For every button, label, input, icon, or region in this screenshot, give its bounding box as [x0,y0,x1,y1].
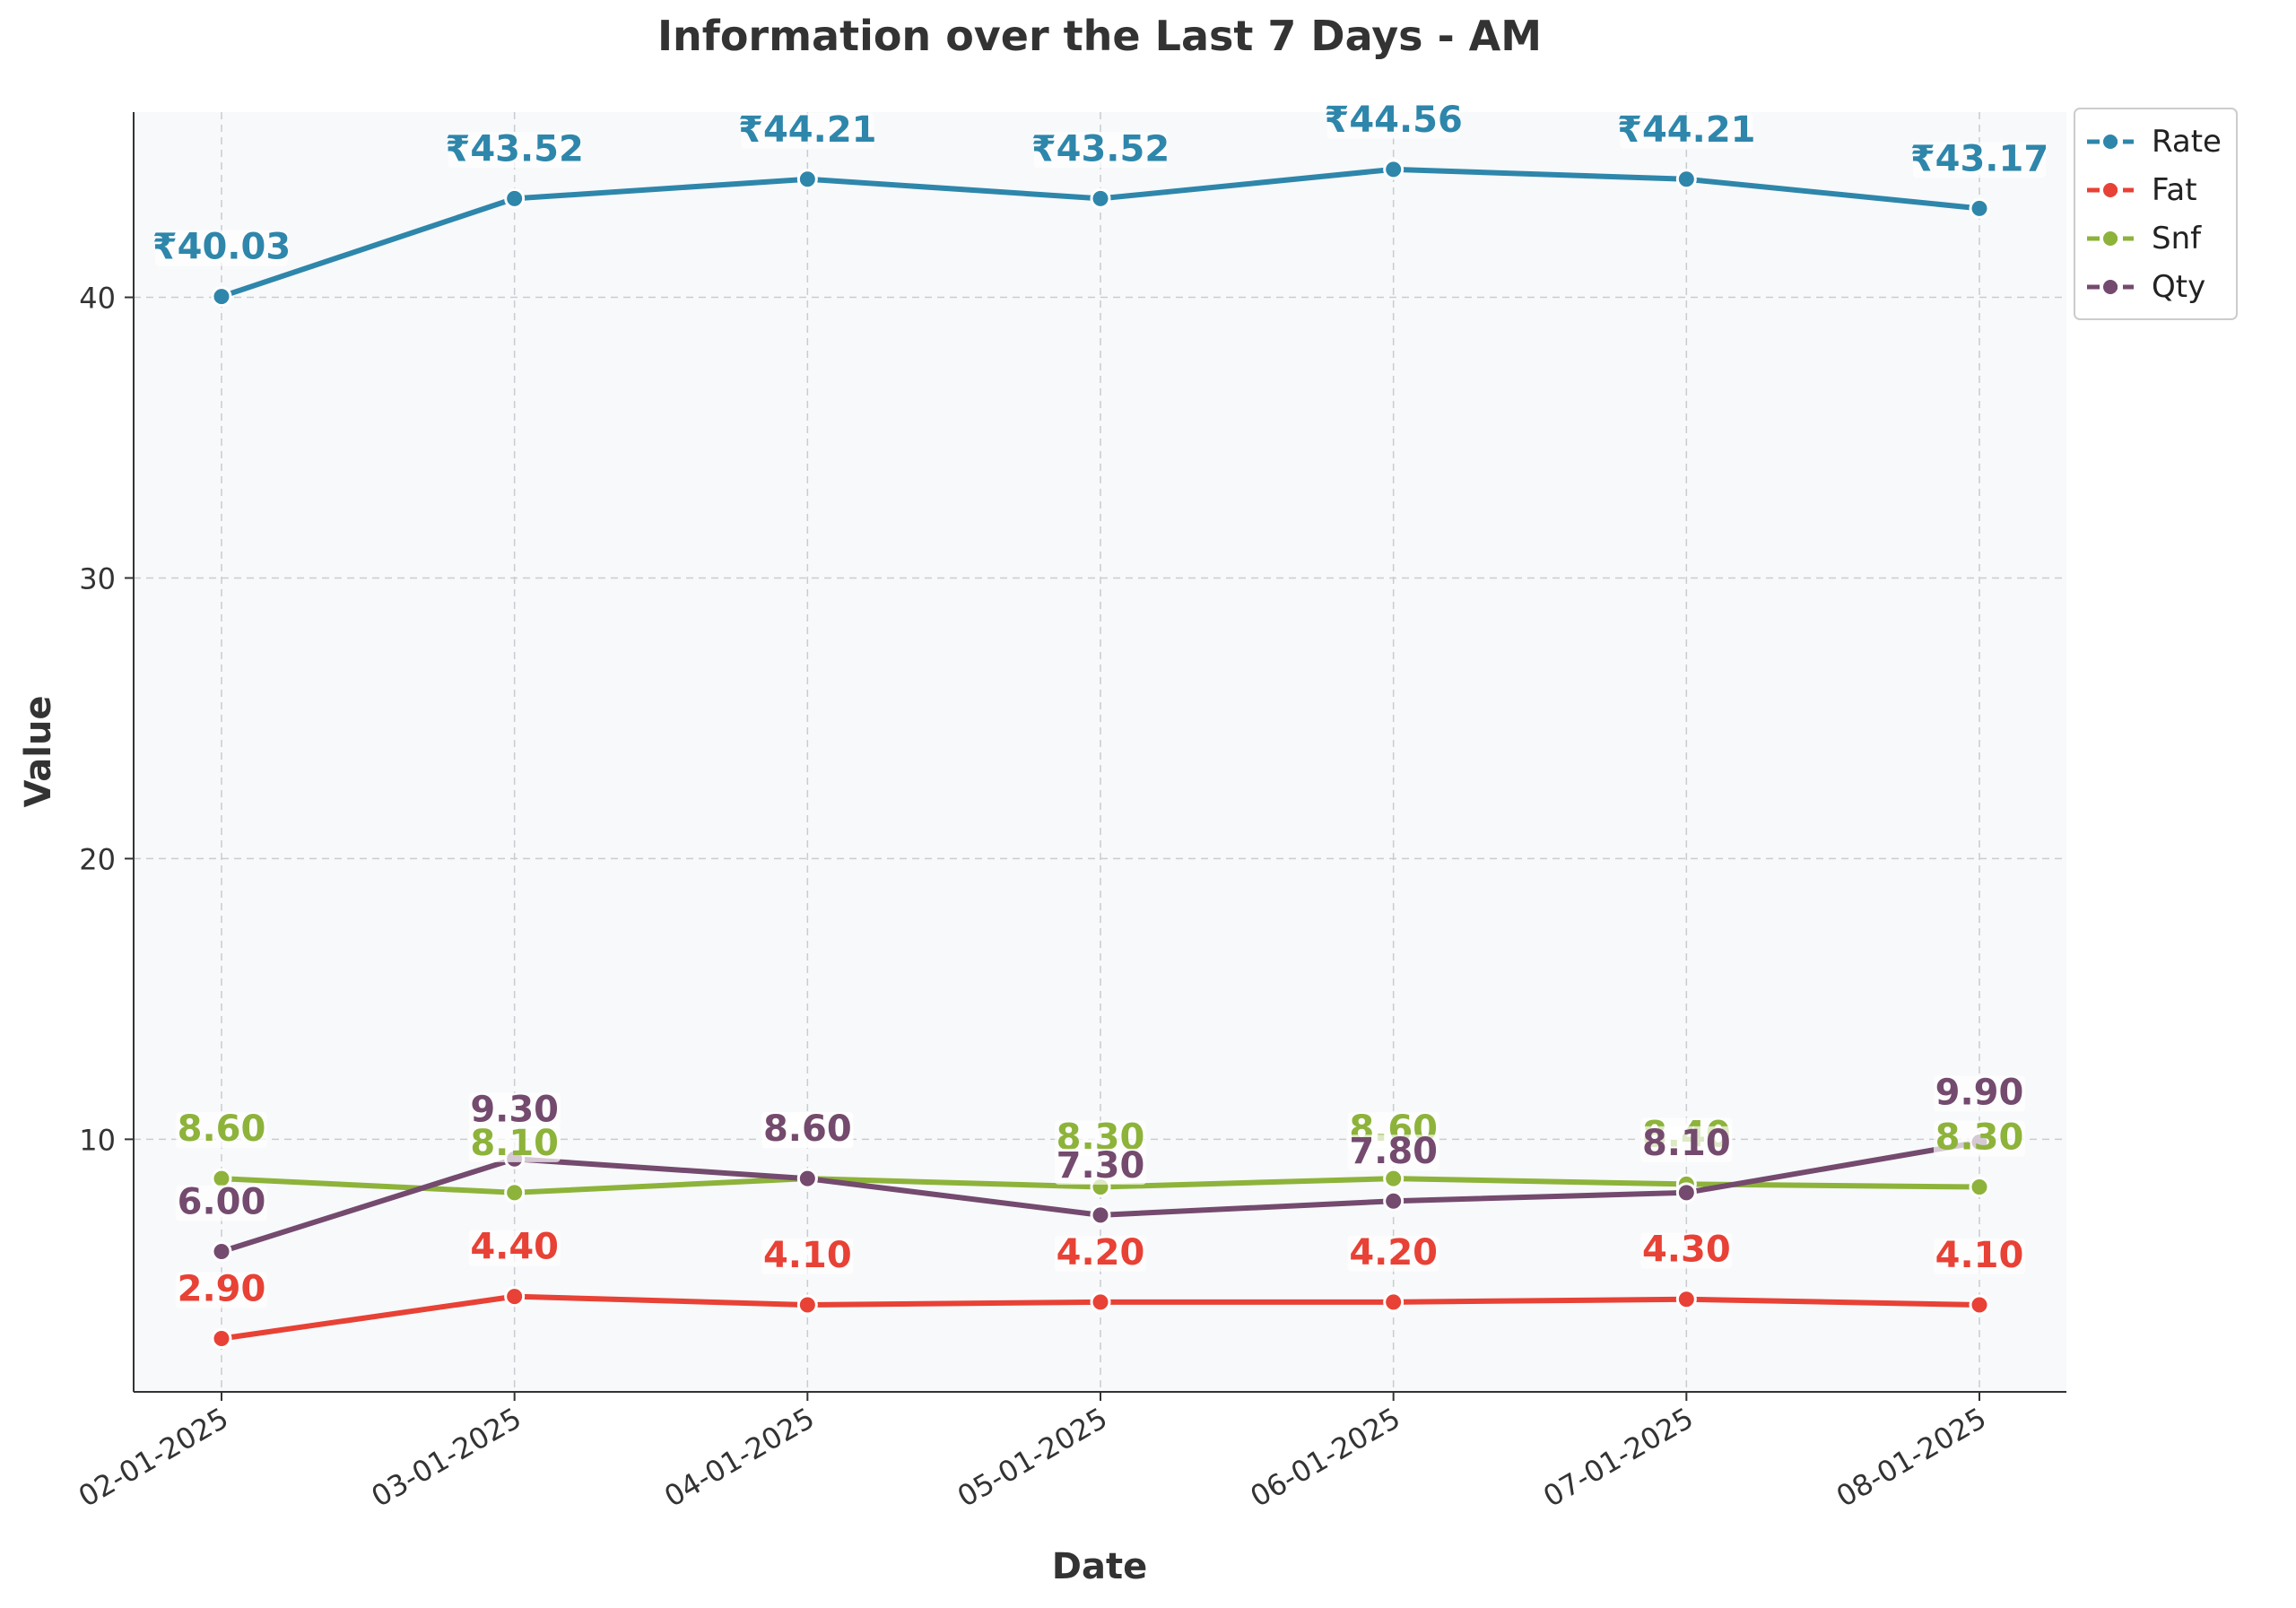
data-labels: ₹40.03 ₹43.52 ₹44.21 ₹43.52 ₹44.56 ₹44.21 ₹43.… [152,100,2048,1310]
legend-item-snf: Snf [2087,221,2202,256]
data-point-fat [1969,1294,1990,1316]
y-tick-label: 40 [79,282,116,316]
data-label-qty: 8.60 [761,1108,854,1150]
svg-text:₹44.21: ₹44.21 [1617,109,1755,151]
data-point-rate [211,286,232,308]
legend-item-fat: Fat [2087,172,2197,208]
legend-box [2074,108,2238,320]
data-point-rate [1969,197,1990,219]
data-point-fat [796,1294,818,1316]
data-point-fat [211,1328,232,1350]
data-label-qty: 6.00 [176,1182,267,1223]
data-label-fat: 2.90 [176,1269,267,1310]
x-ticks: 02-01-2025 03-01-2025 04-01-2025 05-01-2025… [73,1392,1992,1514]
x-tick-label: 07-01-2025 [1537,1401,1699,1514]
legend: Rate Fat Snf Qty [2074,108,2238,320]
svg-text:8.10: 8.10 [470,1123,559,1164]
svg-text:4.20: 4.20 [1349,1232,1438,1273]
x-axis-label: Date [1052,1546,1147,1587]
data-point-rate [504,187,526,209]
data-label-rate: ₹44.21 [738,109,876,151]
svg-text:8.60: 8.60 [763,1108,852,1150]
y-tick-label: 10 [79,1123,116,1157]
data-point-fat [504,1286,526,1308]
x-tick-label: 04-01-2025 [658,1401,820,1514]
x-tick-label: 08-01-2025 [1831,1401,1992,1514]
svg-text:Qty: Qty [2152,269,2205,305]
data-point-qty [796,1168,818,1189]
data-point-qty [1675,1182,1697,1204]
svg-text:4.40: 4.40 [470,1227,559,1268]
data-point-qty [211,1241,232,1263]
svg-text:₹43.52: ₹43.52 [445,128,583,169]
x-tick-label: 06-01-2025 [1245,1401,1406,1514]
data-label-rate: ₹43.52 [1031,128,1170,169]
x-tick-label: 05-01-2025 [952,1401,1113,1514]
data-label-fat: 4.40 [468,1227,561,1268]
svg-text:8.10: 8.10 [1642,1123,1731,1164]
data-point-fat [1675,1289,1697,1310]
grid [134,112,2066,1392]
svg-text:₹43.52: ₹43.52 [1031,128,1170,169]
data-label-fat: 4.10 [1934,1235,2025,1276]
svg-text:Rate: Rate [2152,124,2222,160]
data-point-qty [1383,1190,1405,1212]
data-label-qty: 9.30 [468,1089,561,1130]
data-point-rate [1090,187,1111,209]
svg-text:7.80: 7.80 [1349,1131,1438,1172]
chart-title: Information over the Last 7 Days - AM [657,12,1542,60]
y-tick-label: 30 [79,561,116,595]
data-label-fat: 4.20 [1347,1232,1439,1273]
svg-text:6.00: 6.00 [178,1182,266,1223]
y-ticks: 10 20 30 40 [79,282,134,1157]
x-tick-label: 02-01-2025 [73,1401,234,1514]
svg-text:₹44.21: ₹44.21 [738,109,876,151]
data-point-fat [1383,1291,1405,1313]
data-label-rate: ₹44.56 [1324,100,1462,141]
data-label-fat: 4.10 [761,1235,854,1276]
data-label-qty: 9.90 [1934,1072,2025,1113]
svg-text:4.20: 4.20 [1057,1232,1145,1273]
svg-text:4.10: 4.10 [1935,1235,2024,1276]
data-label-snf: 8.30 [1934,1117,2025,1159]
svg-text:8.30: 8.30 [1935,1117,2024,1159]
data-label-qty: 7.30 [1055,1145,1146,1186]
data-point-snf [1969,1177,1990,1198]
data-label-qty: 7.80 [1347,1131,1439,1172]
data-label-rate: ₹43.17 [1910,138,2048,179]
svg-text:8.60: 8.60 [178,1108,266,1150]
data-label-snf: 8.10 [468,1123,561,1164]
svg-text:₹44.56: ₹44.56 [1324,100,1462,141]
legend-item-qty: Qty [2087,269,2205,305]
svg-text:7.30: 7.30 [1057,1145,1145,1186]
y-tick-label: 20 [79,842,116,876]
data-label-qty: 8.10 [1640,1123,1733,1164]
data-label-rate: ₹40.03 [152,227,291,268]
svg-text:2.90: 2.90 [178,1269,266,1310]
data-point-qty [1090,1204,1111,1226]
svg-text:9.90: 9.90 [1935,1072,2024,1113]
y-axis-label: Value [18,695,59,807]
svg-text:₹43.17: ₹43.17 [1910,138,2048,179]
svg-text:Snf: Snf [2152,221,2202,256]
svg-text:Fat: Fat [2152,172,2197,208]
data-point-snf [504,1182,526,1204]
data-label-fat: 4.20 [1055,1232,1146,1273]
legend-item-rate: Rate [2087,124,2222,160]
svg-text:9.30: 9.30 [470,1089,559,1130]
data-point-fat [1090,1291,1111,1313]
data-label-snf: 8.60 [176,1108,267,1150]
x-tick-label: 03-01-2025 [366,1401,527,1514]
data-label-rate: ₹43.52 [445,128,583,169]
svg-text:₹40.03: ₹40.03 [152,227,291,268]
data-label-rate: ₹44.21 [1617,109,1755,151]
data-point-rate [1675,169,1697,190]
data-label-fat: 4.30 [1640,1230,1733,1271]
svg-text:4.30: 4.30 [1642,1230,1731,1271]
data-point-rate [796,169,818,190]
data-point-rate [1383,159,1405,180]
svg-text:4.10: 4.10 [763,1235,852,1276]
